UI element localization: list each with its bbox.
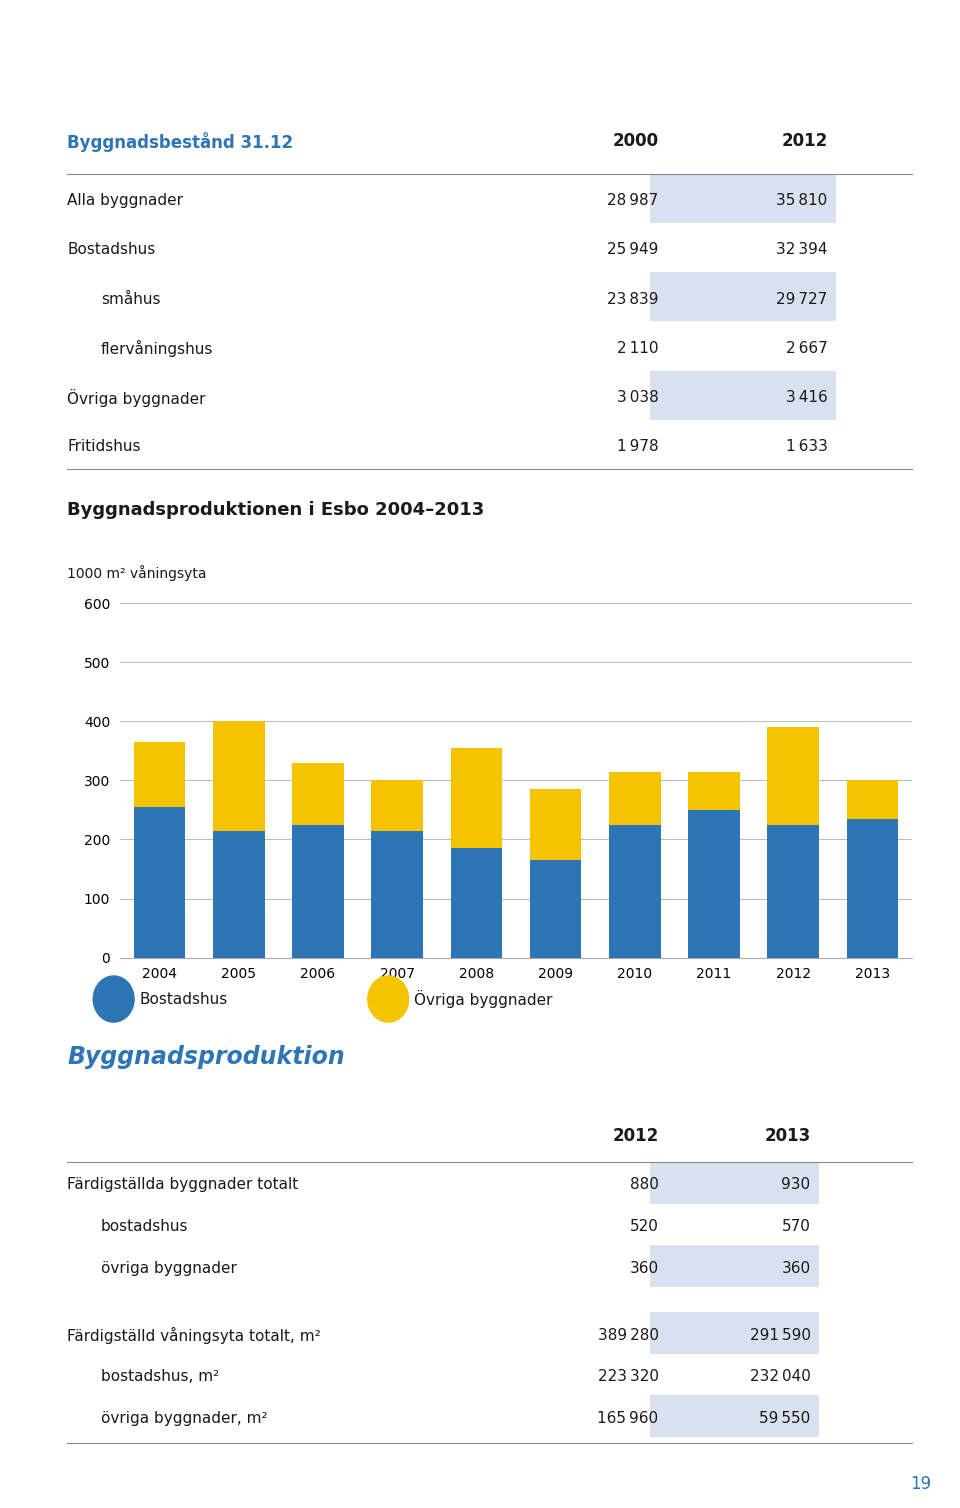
Bar (292, 825, 344, 958)
Bar (847, 781, 899, 819)
Text: 35 810: 35 810 (777, 193, 828, 208)
Bar (213, 721, 265, 831)
Text: 3 416: 3 416 (786, 391, 828, 406)
Bar (767, 825, 819, 958)
Text: småhus: småhus (101, 291, 160, 306)
Text: Färdigställda byggnader totalt: Färdigställda byggnader totalt (67, 1178, 299, 1193)
Text: Övriga byggnader: Övriga byggnader (414, 991, 552, 1007)
Text: bostadshus: bostadshus (101, 1218, 188, 1234)
Text: Bostadshus: Bostadshus (139, 992, 228, 1006)
Text: 570: 570 (781, 1218, 810, 1234)
Text: 59 550: 59 550 (759, 1411, 810, 1427)
Text: 32 394: 32 394 (776, 243, 828, 258)
Text: 360: 360 (630, 1261, 659, 1276)
Bar (292, 763, 344, 825)
Text: 29 727: 29 727 (777, 291, 828, 306)
Bar (133, 807, 185, 958)
Text: 880: 880 (630, 1178, 659, 1193)
Bar (650, 1312, 819, 1354)
Text: 28 987: 28 987 (608, 193, 659, 208)
Bar (688, 772, 740, 810)
Bar (213, 831, 265, 958)
Text: 2012: 2012 (612, 1126, 659, 1145)
Text: 291 590: 291 590 (750, 1327, 810, 1342)
Text: 389 280: 389 280 (597, 1327, 659, 1342)
Bar (847, 819, 899, 958)
Text: 2000: 2000 (612, 131, 659, 149)
Bar (650, 1246, 819, 1286)
Bar (530, 860, 582, 958)
Bar (650, 1395, 819, 1437)
Bar (650, 173, 836, 223)
Text: Byggnadsproduktionen i Esbo 2004–2013: Byggnadsproduktionen i Esbo 2004–2013 (67, 501, 485, 519)
Text: flervåningshus: flervåningshus (101, 339, 213, 357)
Text: 223 320: 223 320 (597, 1369, 659, 1384)
Text: 23 839: 23 839 (607, 291, 659, 306)
Bar (650, 1163, 819, 1203)
Text: 930: 930 (781, 1178, 810, 1193)
Bar (650, 271, 836, 321)
Bar (650, 371, 836, 419)
Text: 1 633: 1 633 (785, 439, 828, 454)
Text: Bostadshus: Bostadshus (67, 243, 156, 258)
Text: 2 667: 2 667 (786, 341, 828, 356)
Bar (609, 825, 660, 958)
Text: 2013: 2013 (764, 1126, 810, 1145)
Text: 232 040: 232 040 (750, 1369, 810, 1384)
Bar (688, 810, 740, 958)
Text: 165 960: 165 960 (597, 1411, 659, 1427)
Bar (767, 727, 819, 825)
Bar (133, 742, 185, 807)
Ellipse shape (367, 976, 409, 1022)
Text: 1000 m² våningsyta: 1000 m² våningsyta (67, 566, 206, 581)
Text: 1 978: 1 978 (617, 439, 659, 454)
Text: 520: 520 (630, 1218, 659, 1234)
Text: övriga byggnader: övriga byggnader (101, 1261, 237, 1276)
Text: 2012: 2012 (781, 131, 828, 149)
Text: Byggnadsproduktion: Byggnadsproduktion (67, 1045, 345, 1069)
Text: Byggande: Byggande (48, 33, 282, 75)
Bar (450, 849, 502, 958)
Bar (609, 772, 660, 825)
Text: Byggnadsbestånd 31.12: Byggnadsbestånd 31.12 (67, 131, 294, 152)
Text: 25 949: 25 949 (607, 243, 659, 258)
Text: Övriga byggnader: Övriga byggnader (67, 389, 205, 407)
Text: Färdigställd våningsyta totalt, m²: Färdigställd våningsyta totalt, m² (67, 1327, 321, 1344)
Text: bostadshus, m²: bostadshus, m² (101, 1369, 219, 1384)
Bar (530, 789, 582, 860)
Text: 3 038: 3 038 (617, 391, 659, 406)
Text: 2 110: 2 110 (617, 341, 659, 356)
Text: övriga byggnader, m²: övriga byggnader, m² (101, 1411, 268, 1427)
Bar (372, 781, 423, 831)
Text: 19: 19 (910, 1475, 931, 1493)
Bar (450, 748, 502, 849)
Text: Alla byggnader: Alla byggnader (67, 193, 183, 208)
Text: Fritidshus: Fritidshus (67, 439, 141, 454)
Text: 360: 360 (781, 1261, 810, 1276)
Bar (372, 831, 423, 958)
Ellipse shape (92, 976, 134, 1022)
